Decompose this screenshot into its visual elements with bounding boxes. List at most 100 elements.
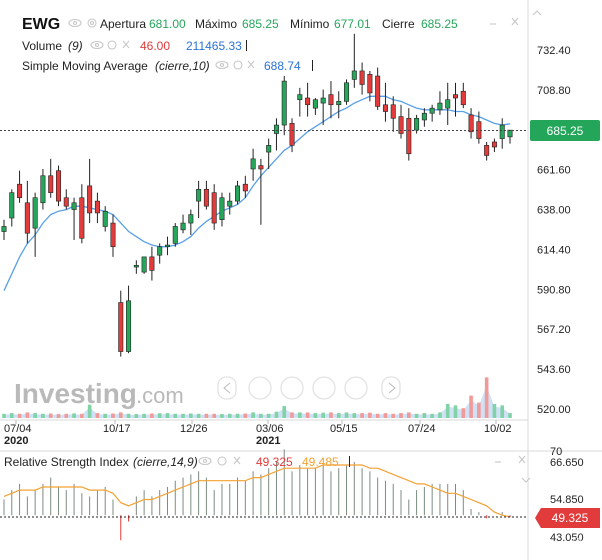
x-tick-label: 10/02 (484, 423, 512, 435)
sma-gear-icon[interactable] (233, 60, 243, 70)
candle-body (297, 94, 303, 100)
x-tick-label: 10/17 (103, 423, 131, 435)
volume-bar (399, 413, 403, 418)
volume-bar (56, 414, 61, 418)
rsi-close-panel-icon[interactable] (518, 455, 526, 464)
x-tick-label: 05/15 (330, 423, 358, 435)
candle-body (219, 197, 225, 220)
sma-separator (312, 60, 313, 71)
candle-body (55, 170, 61, 202)
candle-body (172, 226, 178, 244)
rsi-close-icon[interactable] (233, 456, 241, 465)
high-label: Máximo (195, 17, 237, 31)
candle-body (110, 222, 116, 248)
volume-bar (235, 413, 240, 418)
zoom-out-button[interactable] (248, 376, 272, 400)
candle-body (63, 197, 69, 207)
candle-body (328, 94, 334, 106)
volume-close-icon[interactable] (122, 40, 130, 49)
candle-body (351, 70, 357, 80)
price-tick-label: 614.40 (537, 244, 571, 256)
candle-body (87, 185, 93, 214)
gear-icon[interactable] (87, 18, 97, 28)
scroll-right-button[interactable] (381, 376, 401, 400)
sma-param: (cierre,10) (155, 59, 210, 73)
watermark-brand: Investing (14, 378, 137, 409)
candle-body (320, 97, 326, 104)
volume-bar (492, 404, 497, 418)
candle-body (499, 124, 505, 139)
price-tick-label: 708.80 (537, 85, 571, 97)
eye-icon[interactable] (68, 18, 82, 28)
rsi-eye-icon[interactable] (198, 456, 212, 466)
candle-body (491, 141, 497, 148)
zoom-reset-button[interactable] (280, 376, 304, 400)
volume-bar (500, 405, 505, 418)
rsi-separator (349, 456, 350, 467)
candle-body (359, 70, 365, 85)
volume-bar (111, 413, 115, 418)
candle-body (429, 107, 435, 114)
volume-eye-icon[interactable] (90, 40, 104, 50)
volume-bar (17, 413, 22, 418)
volume-gear-icon[interactable] (107, 40, 117, 50)
scroll-left-button[interactable] (217, 376, 237, 400)
candle-body (180, 222, 186, 231)
candles (1, 33, 513, 357)
candle-body (258, 165, 264, 170)
candle-body (188, 214, 194, 224)
volume-bar (313, 413, 318, 418)
price-axis: 732.40 708.80 661.60 638.00 614.40 590.80 567.… (537, 45, 571, 416)
volume-bar (453, 405, 458, 418)
rsi-chevron-up-icon[interactable] (572, 536, 582, 542)
zoom-in-button[interactable] (312, 376, 336, 400)
current-price-badge: 685.25 (530, 120, 600, 141)
volume-bar (2, 413, 6, 418)
candle-body (390, 104, 396, 119)
candle-body (382, 104, 388, 112)
candle-body (266, 145, 272, 153)
sma-close-icon[interactable] (247, 60, 255, 69)
candle-body (305, 97, 311, 106)
rsi-tick-label: 54.850 (550, 494, 584, 506)
candle-body (48, 175, 54, 193)
candle-body (281, 80, 287, 126)
sma-eye-icon[interactable] (215, 60, 229, 70)
candle-body (40, 175, 46, 204)
chevron-up-icon[interactable] (532, 10, 542, 16)
fit-button[interactable] (344, 376, 368, 400)
candle-body (375, 75, 381, 107)
volume-bar (298, 412, 302, 418)
candle-body (273, 124, 279, 134)
volume-bar (157, 413, 162, 418)
candle-body (9, 192, 15, 219)
volume-average-area (4, 385, 510, 418)
volume-bar (477, 402, 481, 418)
rsi-value-badge: 49.325 (535, 508, 600, 528)
volume-bar (414, 413, 419, 418)
rsi-param: (cierre,14,9) (133, 455, 198, 469)
candle-body (79, 197, 85, 239)
volume-bar (469, 395, 473, 418)
volume-bar (259, 413, 263, 418)
rsi-chevron-down-icon[interactable] (521, 477, 531, 483)
volume-bar (336, 413, 341, 418)
candle-body (242, 183, 248, 192)
volume-bar (422, 413, 427, 418)
volume-bar (352, 413, 357, 418)
rsi-gear-icon[interactable] (217, 456, 227, 466)
close-value: 685.25 (421, 17, 458, 31)
open-value: 681.00 (149, 17, 186, 31)
candle-body (227, 200, 233, 207)
candle-body (414, 117, 420, 131)
close-icon[interactable] (511, 17, 519, 26)
volume-bar (134, 414, 139, 418)
volume-bar (173, 413, 178, 418)
volume-value-red: 46.00 (140, 39, 170, 53)
candle-body (421, 112, 427, 121)
volume-bar (251, 412, 255, 418)
low-label: Mínimo (290, 17, 330, 31)
